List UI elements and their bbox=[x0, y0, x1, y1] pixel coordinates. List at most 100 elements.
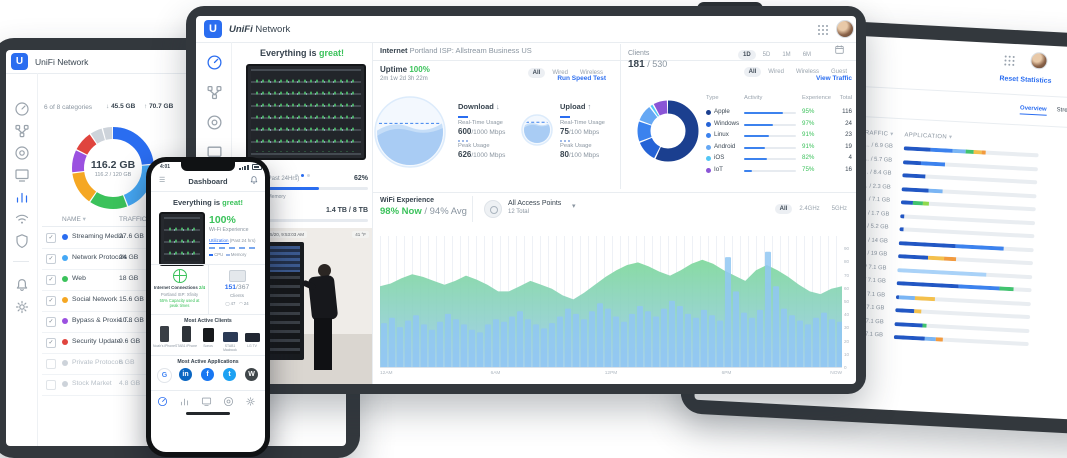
clients-filter-guest[interactable]: Guest bbox=[830, 69, 847, 75]
nav-clients-icon[interactable] bbox=[201, 396, 212, 407]
sidebar-item-wifi-icon[interactable] bbox=[14, 211, 30, 227]
tab-overview[interactable]: Overview bbox=[1019, 105, 1047, 116]
clients-table-row[interactable]: Apple 95% 116 bbox=[706, 108, 852, 119]
time-range-5d[interactable]: 5D bbox=[762, 52, 771, 58]
table-row[interactable]: Private Protocols 6 GB bbox=[42, 353, 194, 375]
nav-statistics-icon[interactable] bbox=[179, 396, 190, 407]
clients-filter-wired[interactable]: Wired bbox=[768, 69, 784, 75]
notification-bell-icon[interactable] bbox=[249, 175, 259, 185]
sidebar-item-dashboard-icon[interactable] bbox=[14, 101, 30, 117]
sidebar-item-devices-icon[interactable] bbox=[206, 114, 223, 131]
server-rack-image[interactable] bbox=[246, 64, 366, 160]
conn-filter-wireless[interactable]: Wireless bbox=[579, 70, 603, 76]
access-point-icon bbox=[484, 200, 502, 218]
internet-card-title[interactable]: Internet Connections 2/4 bbox=[153, 285, 206, 290]
table-row[interactable]: ✓ Security Update 9.6 GB bbox=[42, 332, 194, 354]
time-range-6m[interactable]: 6M bbox=[802, 52, 812, 58]
app-icon-linkedin[interactable]: in bbox=[179, 368, 192, 381]
ap-selector-label[interactable]: All Access Points bbox=[508, 200, 562, 207]
row-checkbox[interactable]: ✓ bbox=[46, 317, 56, 327]
band-filter-5ghz[interactable]: 5GHz bbox=[831, 206, 847, 212]
row-checkbox[interactable] bbox=[46, 359, 56, 369]
download-peak-value: 626 bbox=[458, 150, 472, 159]
view-traffic-link[interactable]: View Traffic bbox=[815, 75, 852, 82]
active-client-item[interactable]: STAB1 iPhone bbox=[175, 326, 197, 354]
conn-filter-wired[interactable]: Wired bbox=[552, 70, 568, 76]
clients-table-row[interactable]: Windows 97% 24 bbox=[706, 120, 852, 131]
row-checkbox[interactable]: ✓ bbox=[46, 233, 56, 243]
upload-rt-label: Real-Time Usage bbox=[560, 120, 605, 126]
row-checkbox[interactable]: ✓ bbox=[46, 296, 56, 306]
phone-wifi-label: Wi-Fi Experience bbox=[209, 227, 249, 233]
app-icon-wordpress[interactable]: W bbox=[245, 368, 258, 381]
chevron-down-icon[interactable]: ▾ bbox=[572, 203, 576, 210]
nav-dashboard-icon[interactable] bbox=[157, 396, 168, 407]
sidebar-item-security-icon[interactable] bbox=[14, 233, 30, 249]
sidebar-item-topology-icon[interactable] bbox=[206, 84, 223, 101]
nav-settings-icon[interactable] bbox=[245, 396, 256, 407]
sidebar-item-statistics-icon[interactable] bbox=[14, 189, 30, 205]
app-icon-facebook[interactable]: f bbox=[201, 368, 214, 381]
time-range-1d[interactable]: 1D bbox=[738, 50, 756, 60]
clients-col-header-experience[interactable]: Experience bbox=[802, 95, 832, 101]
name-column-header[interactable]: NAME ▾ bbox=[62, 216, 86, 223]
clients-filter-wireless[interactable]: Wireless bbox=[795, 69, 819, 75]
category-traffic: 24 GB bbox=[119, 254, 139, 261]
table-row[interactable]: ✓ Web 18 GB bbox=[42, 269, 194, 291]
carousel-dots[interactable] bbox=[232, 164, 372, 182]
app-icon-google[interactable]: G bbox=[157, 368, 172, 383]
row-checkbox[interactable]: ✓ bbox=[46, 254, 56, 264]
row-checkbox[interactable]: ✓ bbox=[46, 338, 56, 348]
table-row[interactable]: ✓ Social Network 15.6 GB bbox=[42, 290, 194, 312]
camera-view[interactable]: R: 2/25/20, 9:53:03 AM 41 °F bbox=[252, 228, 372, 384]
clients-filter-all[interactable]: All bbox=[743, 67, 762, 77]
calendar-icon[interactable] bbox=[834, 44, 845, 55]
band-filter-all[interactable]: All bbox=[774, 204, 793, 214]
clients-card-value[interactable]: 151/367 bbox=[224, 284, 250, 291]
clients-col-header-type[interactable]: Type bbox=[706, 95, 719, 101]
client-thumbnail bbox=[222, 332, 238, 342]
table-row[interactable]: Stock Market 4.8 GB bbox=[42, 374, 194, 396]
time-range-1m[interactable]: 1M bbox=[782, 52, 791, 58]
nav-devices-icon[interactable] bbox=[223, 396, 234, 407]
reset-statistics-link[interactable]: Reset Statistics bbox=[999, 75, 1052, 85]
sidebar-item-topology-icon[interactable] bbox=[14, 123, 30, 139]
conn-filter-all[interactable]: All bbox=[527, 68, 546, 78]
home-indicator[interactable] bbox=[186, 412, 230, 415]
application-column-header[interactable]: APPLICATION ▾ bbox=[904, 132, 953, 141]
table-row[interactable]: ✓ Streaming Media 27.6 GB bbox=[42, 227, 194, 249]
clients-table-row[interactable]: Linux 91% 23 bbox=[706, 131, 852, 142]
app-icon-twitter[interactable]: t bbox=[223, 368, 236, 381]
sidebar-item-clients-icon[interactable] bbox=[14, 167, 30, 183]
clients-table-row[interactable]: iOS 82% 4 bbox=[706, 154, 852, 165]
active-client-item[interactable]: Sonos bbox=[197, 326, 219, 354]
clients-col-header-activity[interactable]: Activity bbox=[744, 95, 763, 101]
run-speed-test-link[interactable]: Run Speed Test bbox=[557, 75, 606, 82]
application-bar-segment bbox=[898, 240, 956, 248]
apps-grid-icon[interactable] bbox=[818, 25, 820, 27]
sidebar-item-devices-icon[interactable] bbox=[14, 145, 30, 161]
active-client-item[interactable]: Noah's iPhone bbox=[153, 326, 175, 354]
hamburger-menu-icon[interactable]: ☰ bbox=[159, 177, 166, 184]
client-activity-bar bbox=[744, 112, 796, 114]
clients-table-row[interactable]: IoT 75% 16 bbox=[706, 166, 852, 177]
sidebar-item-dashboard-icon[interactable] bbox=[206, 54, 223, 71]
sidebar-item-notifications-icon[interactable] bbox=[14, 277, 30, 293]
active-client-item[interactable]: LG TV bbox=[241, 326, 263, 354]
row-checkbox[interactable] bbox=[46, 380, 56, 390]
apps-grid-icon[interactable] bbox=[1004, 55, 1007, 58]
clients-col-header-total[interactable]: Total bbox=[839, 95, 852, 101]
clients-table-row[interactable]: Android 91% 19 bbox=[706, 143, 852, 154]
active-client-item[interactable]: STAB1 Macbook bbox=[219, 326, 241, 354]
client-type: Apple bbox=[714, 108, 730, 115]
avatar[interactable] bbox=[836, 20, 854, 38]
clients-donut-chart bbox=[637, 100, 699, 162]
avatar[interactable] bbox=[1030, 51, 1048, 70]
phone-util-legend: CPU Memory bbox=[209, 252, 246, 257]
tab-streaming-media[interactable]: Streaming Media bbox=[1056, 107, 1067, 115]
table-row[interactable]: ✓ Bypass & Proxie T... 10.8 GB bbox=[42, 311, 194, 333]
sidebar-item-settings-icon[interactable] bbox=[14, 299, 30, 315]
band-filter-2.4ghz[interactable]: 2.4GHz bbox=[799, 206, 820, 212]
row-checkbox[interactable]: ✓ bbox=[46, 275, 56, 285]
table-row[interactable]: ✓ Network Protocols 24 GB bbox=[42, 248, 194, 270]
